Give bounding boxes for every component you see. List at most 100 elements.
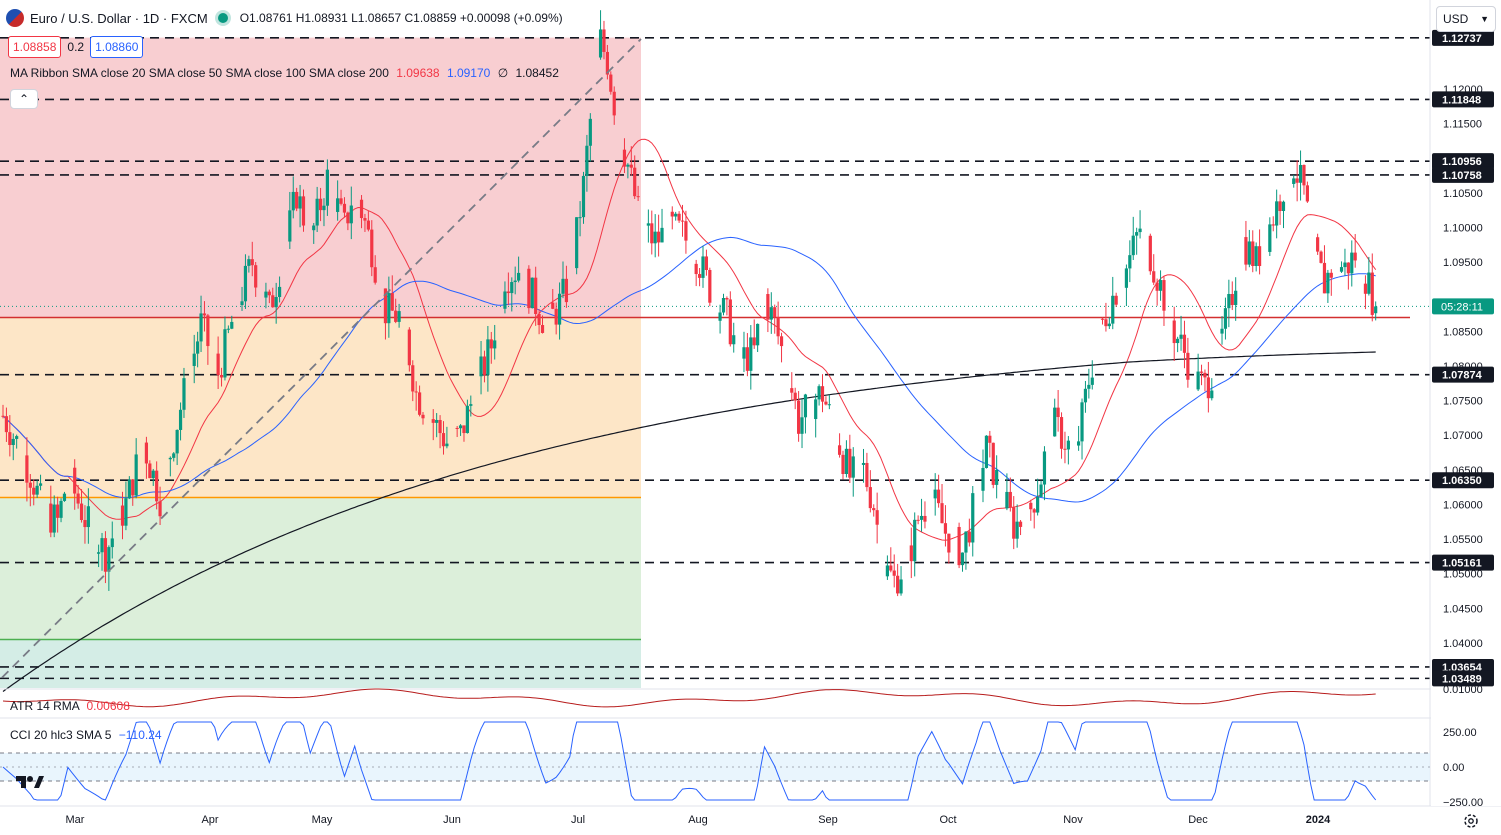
- candle: [1090, 360, 1094, 390]
- candle: [527, 265, 531, 314]
- candle: [984, 435, 989, 469]
- candle: [83, 505, 87, 544]
- candle-body: [1124, 268, 1129, 288]
- candle: [861, 448, 866, 483]
- candle: [1032, 508, 1036, 529]
- candle: [540, 315, 545, 334]
- candle: [756, 323, 760, 353]
- candle-body: [913, 519, 917, 562]
- candle: [435, 413, 439, 438]
- candle: [779, 332, 784, 363]
- candle-body: [527, 268, 531, 309]
- candle-body: [551, 302, 555, 309]
- candle-body: [1343, 262, 1347, 268]
- candle: [73, 459, 77, 510]
- candle: [336, 180, 340, 221]
- candle-body: [342, 203, 347, 213]
- candle: [578, 201, 582, 237]
- candle-body: [1114, 295, 1118, 305]
- candle-body: [1152, 271, 1156, 283]
- candle-body: [1339, 267, 1344, 272]
- candle-body: [674, 213, 678, 217]
- candle-body: [247, 259, 251, 266]
- candle-body: [988, 435, 992, 443]
- candle-body: [1196, 371, 1200, 390]
- candle: [837, 433, 842, 458]
- candle: [1275, 189, 1279, 239]
- candle: [721, 293, 726, 316]
- candle: [851, 447, 855, 497]
- candle-body: [581, 175, 586, 218]
- candle: [868, 470, 872, 513]
- candle-body: [1329, 272, 1333, 278]
- candle: [346, 211, 350, 231]
- currency-selector[interactable]: USD ▼: [1436, 6, 1496, 32]
- gear-icon[interactable]: [1462, 812, 1480, 830]
- candle-body: [1271, 224, 1275, 226]
- candle-body: [421, 414, 425, 419]
- candle-body: [534, 277, 538, 315]
- candle-body: [59, 500, 63, 518]
- candle: [923, 501, 927, 529]
- candle-body: [837, 445, 842, 455]
- candle: [633, 155, 637, 200]
- candle-body: [407, 329, 411, 366]
- candle-body: [49, 503, 53, 533]
- candle: [517, 256, 521, 283]
- candle-body: [97, 552, 101, 554]
- candle-body: [349, 205, 353, 224]
- candle: [1367, 256, 1371, 296]
- cci-tick-label: 0.00: [1443, 762, 1464, 774]
- candle-body: [766, 294, 770, 320]
- buy-price-button[interactable]: 1.08860: [90, 36, 144, 58]
- candle-body: [267, 291, 271, 296]
- candle: [489, 331, 493, 364]
- candle-body: [1015, 521, 1019, 539]
- candle-body: [677, 213, 681, 221]
- candle: [937, 474, 941, 508]
- candle-body: [1346, 262, 1350, 274]
- ma-ribbon-legend[interactable]: MA Ribbon SMA close 20 SMA close 50 SMA …: [10, 66, 559, 80]
- candle: [622, 138, 627, 174]
- candle: [581, 171, 586, 224]
- candle-body: [793, 392, 797, 401]
- candle: [469, 395, 473, 417]
- cci-legend[interactable]: CCI 20 hlc3 SMA 5 −110.24: [10, 728, 162, 742]
- candle-body: [35, 485, 39, 495]
- fib-zone-0: [0, 37, 641, 318]
- candle-body: [964, 531, 968, 553]
- candle-body: [660, 227, 664, 243]
- candle: [1158, 270, 1163, 301]
- candle: [274, 282, 278, 324]
- candle-body: [1350, 252, 1354, 274]
- sma20-line: [2, 138, 1377, 541]
- candle: [503, 281, 507, 314]
- candle-body: [83, 520, 87, 528]
- symbol-title[interactable]: Euro / U.S. Dollar · 1D · FXCM: [30, 10, 208, 26]
- candle-body: [827, 404, 831, 406]
- candle-body: [230, 321, 234, 329]
- candle: [1162, 276, 1166, 326]
- atr-legend[interactable]: ATR 14 RMA 0.00608: [10, 699, 130, 713]
- candle-body: [1206, 377, 1210, 399]
- candle: [913, 512, 917, 577]
- price-axis[interactable]: 1.120001.115001.105001.100001.095001.085…: [1431, 0, 1501, 809]
- collapse-legend-button[interactable]: ⌃: [10, 89, 38, 109]
- atr-line: [2, 688, 1376, 708]
- candle: [1305, 181, 1309, 203]
- candle-body: [390, 293, 394, 311]
- candle: [230, 315, 234, 330]
- sell-price-button[interactable]: 1.08858: [8, 36, 62, 58]
- candle-body: [752, 337, 756, 346]
- candle-body: [851, 456, 855, 478]
- candle-body: [1155, 282, 1159, 291]
- candle-body: [1244, 237, 1248, 265]
- candle: [585, 134, 589, 192]
- candle: [1353, 234, 1357, 268]
- candle: [349, 186, 353, 240]
- candle-body: [124, 498, 128, 526]
- candle: [62, 491, 67, 502]
- time-axis[interactable]: Mar Apr May Jun Jul Aug Sep Oct Nov Dec 2024: [66, 814, 1332, 826]
- candle: [134, 438, 138, 499]
